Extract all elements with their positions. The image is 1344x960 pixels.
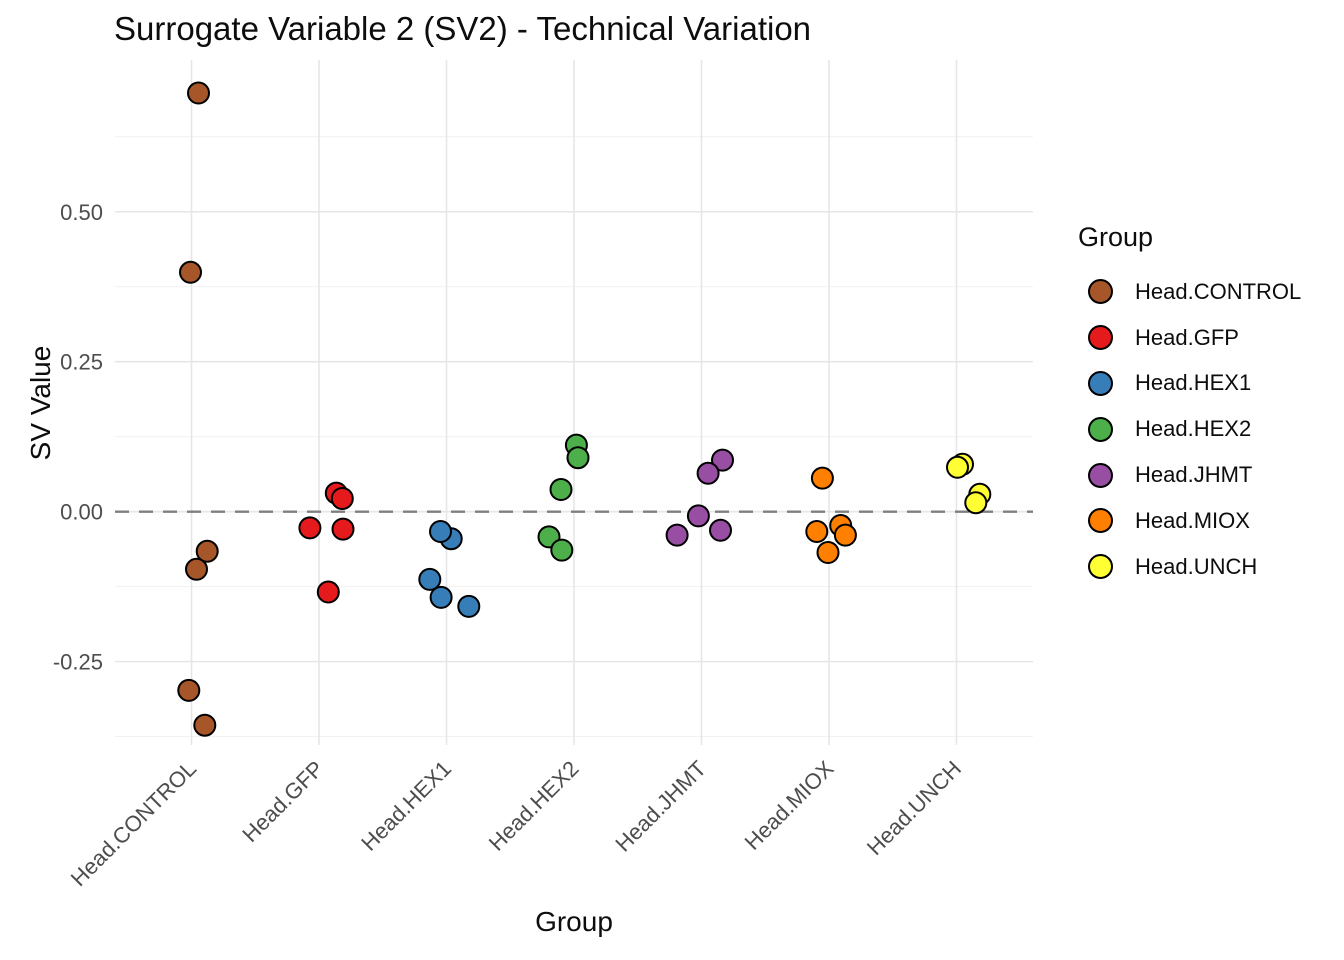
- legend-key-circle-icon: [1088, 325, 1113, 351]
- data-point-Head.GFP: [330, 487, 354, 510]
- legend-entry: Head.GFP: [1078, 315, 1301, 361]
- legend-label: Head.GFP: [1135, 324, 1239, 350]
- data-point-Head.JHMT: [665, 523, 689, 547]
- legend-entry: Head.HEX2: [1078, 406, 1301, 452]
- plot-title: Surrogate Variable 2 (SV2) - Technical V…: [114, 10, 812, 47]
- data-point-Head.MIOX: [810, 466, 834, 490]
- data-point-Head.HEX2: [549, 478, 573, 501]
- legend-entry: Head.UNCH: [1078, 544, 1301, 590]
- data-point-Head.HEX1: [418, 567, 442, 591]
- y-tick-label: 0.00: [60, 500, 103, 525]
- legend-label: Head.UNCH: [1135, 553, 1258, 579]
- data-point-Head.JHMT: [711, 448, 734, 472]
- data-point-Head.MIOX: [833, 523, 857, 547]
- legend-label: Head.MIOX: [1135, 507, 1250, 533]
- legend-entry: Head.JHMT: [1078, 452, 1301, 498]
- data-point-Head.GFP: [331, 517, 355, 541]
- x-tick-label: Head.HEX2: [484, 756, 584, 856]
- data-point-Head.CONTROL: [187, 81, 210, 105]
- legend-entry: Head.CONTROL: [1078, 269, 1301, 315]
- data-point-Head.HEX2: [550, 538, 574, 562]
- data-point-Head.CONTROL: [195, 539, 219, 563]
- data-point-Head.GFP: [298, 516, 322, 540]
- x-tick-label: Head.JHMT: [610, 756, 711, 857]
- legend-label: Head.HEX1: [1135, 370, 1252, 396]
- data-point-Head.HEX1: [429, 520, 452, 543]
- legend-label: Head.JHMT: [1135, 462, 1253, 488]
- data-point-Head.GFP: [316, 580, 340, 604]
- data-point-Head.HEX1: [429, 585, 453, 609]
- legend-key-circle-icon: [1088, 554, 1113, 580]
- data-point-Head.JHMT: [686, 504, 710, 528]
- x-tick-label: Head.CONTROL: [66, 756, 201, 891]
- legend-key-circle-icon: [1088, 508, 1113, 534]
- y-tick-label: 0.50: [60, 200, 103, 225]
- x-tick-label: Head.MIOX: [740, 756, 839, 855]
- data-point-Head.HEX1: [457, 594, 481, 618]
- legend-label: Head.CONTROL: [1135, 278, 1302, 304]
- y-tick-label: -0.25: [53, 650, 103, 675]
- legend-entry: Head.MIOX: [1078, 498, 1301, 544]
- data-point-Head.CONTROL: [179, 260, 202, 284]
- legend-title: Group: [1078, 222, 1154, 252]
- legend: Group Head.CONTROL Head.GFP Head.HEX1 Head.…: [1078, 222, 1301, 590]
- data-point-Head.MIOX: [816, 541, 840, 564]
- data-point-Head.UNCH: [946, 455, 969, 479]
- data-point-Head.HEX2: [566, 446, 590, 470]
- legend-label: Head.HEX2: [1135, 416, 1252, 442]
- data-point-Head.CONTROL: [177, 678, 201, 702]
- legend-key-circle-icon: [1088, 462, 1113, 488]
- x-axis-title: Group: [535, 906, 613, 937]
- y-tick-label: 0.25: [60, 350, 103, 375]
- legend-key-circle-icon: [1088, 370, 1113, 396]
- x-tick-label: Head.GFP: [237, 756, 328, 847]
- y-axis-title: SV Value: [25, 345, 56, 461]
- data-point-Head.UNCH: [964, 491, 988, 515]
- legend-key-circle-icon: [1088, 416, 1113, 442]
- data-point-Head.MIOX: [805, 520, 829, 543]
- legend-key-circle-icon: [1088, 279, 1113, 305]
- legend-entry: Head.HEX1: [1078, 361, 1301, 407]
- data-point-Head.JHMT: [696, 461, 720, 485]
- legend-entries: Head.CONTROL Head.GFP Head.HEX1 Head.HEX2 He…: [1078, 269, 1301, 590]
- data-point-Head.CONTROL: [193, 713, 217, 737]
- data-point-Head.JHMT: [709, 518, 732, 542]
- x-tick-label: Head.UNCH: [862, 756, 966, 860]
- x-tick-label: Head.HEX1: [356, 756, 456, 856]
- data-point-Head.CONTROL: [185, 557, 208, 581]
